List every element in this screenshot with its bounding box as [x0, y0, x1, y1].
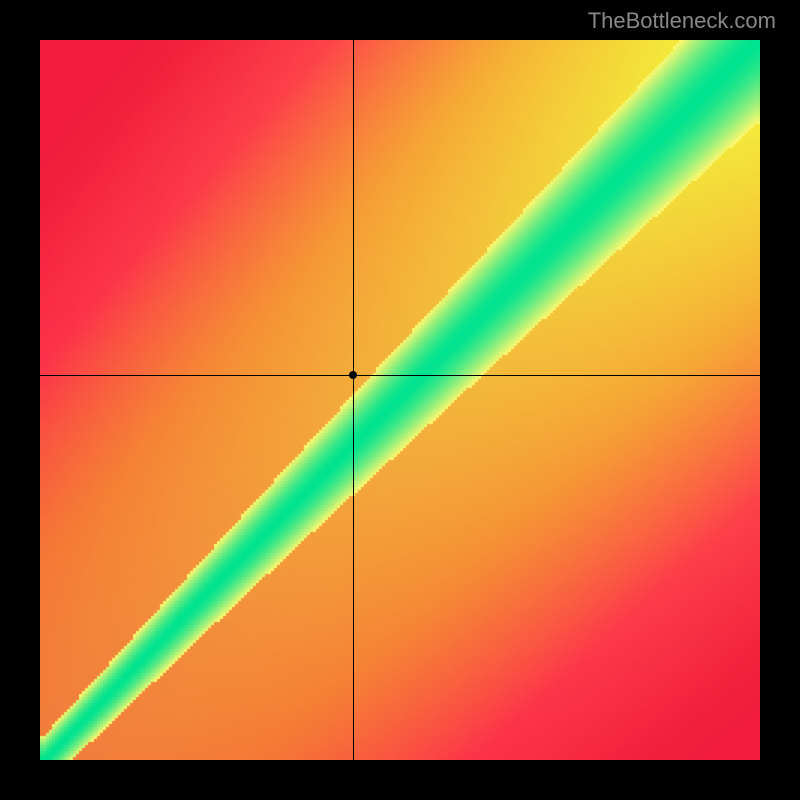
watermark-text: TheBottleneck.com [588, 8, 776, 34]
chart-frame: TheBottleneck.com [0, 0, 800, 800]
plot-area [40, 40, 760, 760]
crosshair-horizontal [40, 375, 760, 376]
heatmap-canvas [40, 40, 760, 760]
crosshair-vertical [353, 40, 354, 760]
crosshair-marker [349, 371, 357, 379]
